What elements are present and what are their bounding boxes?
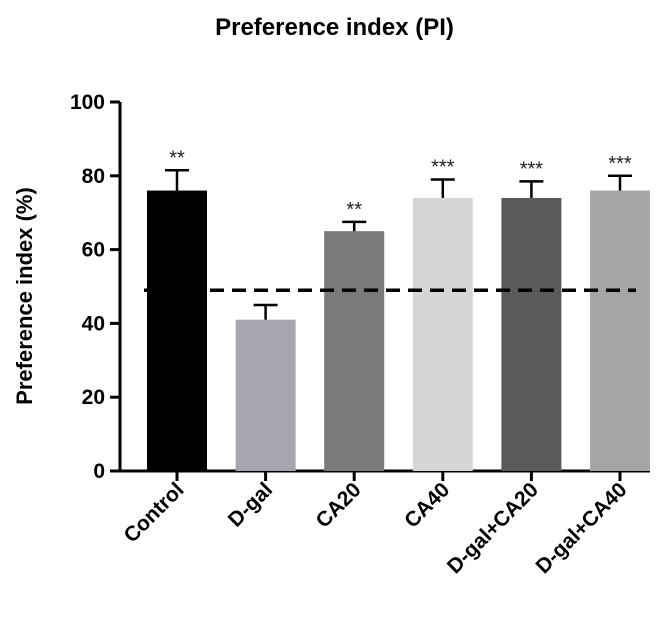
bar xyxy=(501,197,562,471)
significance-label: ** xyxy=(169,147,185,169)
y-axis-title: Preference index (%) xyxy=(12,187,37,405)
y-tick-label: 100 xyxy=(70,91,105,114)
x-tick-label: D-gal xyxy=(224,478,277,531)
x-tick-label: Control xyxy=(119,478,188,547)
bar xyxy=(235,319,296,471)
x-tick-label: D-gal+CA20 xyxy=(443,478,543,578)
bar xyxy=(412,197,473,471)
y-tick-label: 20 xyxy=(82,386,105,409)
x-tick-label: D-gal+CA40 xyxy=(532,478,632,578)
chart-title: Preference index (PI) xyxy=(215,14,454,41)
x-tick-label: CA40 xyxy=(400,478,454,532)
bar xyxy=(147,190,207,471)
significance-label: *** xyxy=(608,153,632,175)
x-tick-label: CA20 xyxy=(311,478,365,532)
y-axis: 0 20 40 60 80 100 xyxy=(70,91,122,483)
y-tick-label: 60 xyxy=(82,239,105,262)
y-tick-label: 80 xyxy=(82,165,105,188)
y-tick-label: 0 xyxy=(93,460,105,483)
significance-label: *** xyxy=(431,156,455,178)
bars: ******* *** *** xyxy=(147,147,650,471)
significance-label: *** xyxy=(520,158,544,180)
bar xyxy=(590,190,650,471)
y-tick-label: 40 xyxy=(82,312,105,335)
significance-label: ** xyxy=(346,199,362,221)
bar xyxy=(324,231,385,471)
